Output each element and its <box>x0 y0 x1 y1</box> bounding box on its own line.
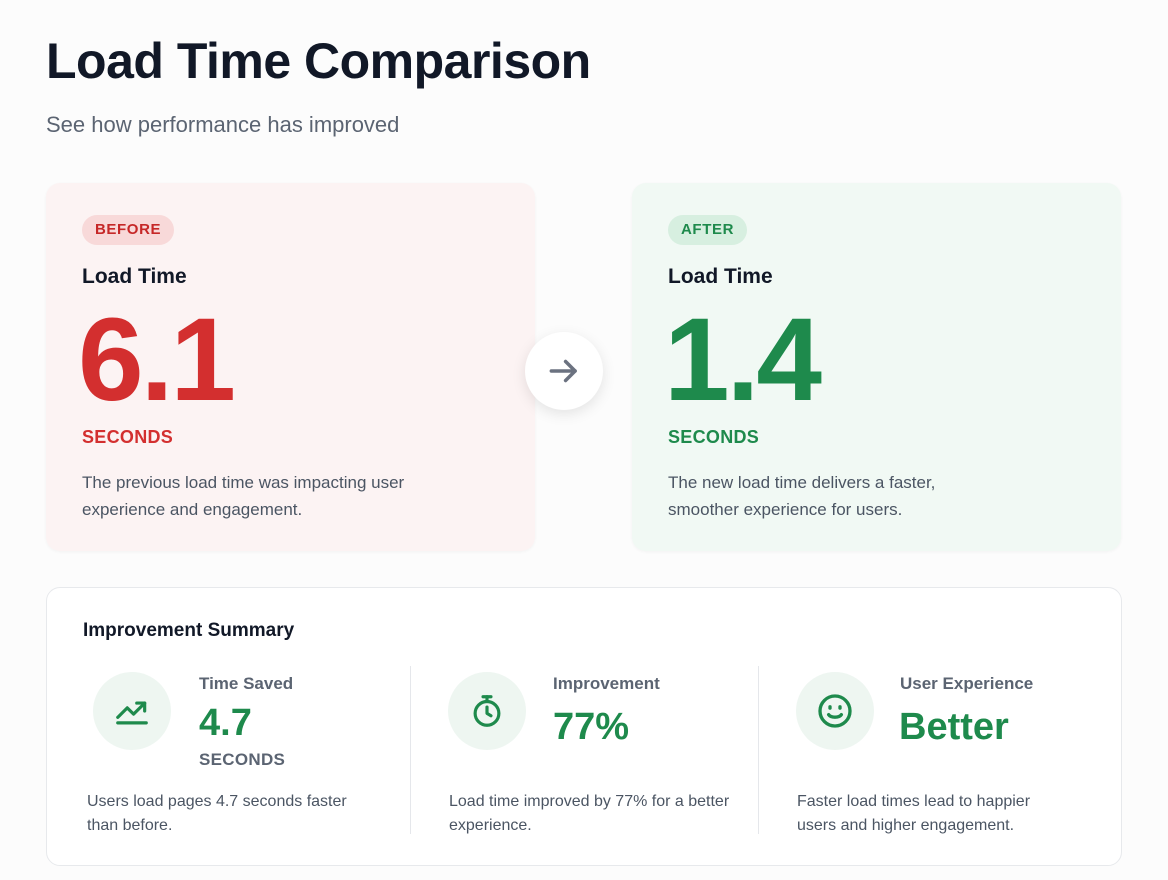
summary-divider <box>758 666 759 834</box>
after-value: 1.4 <box>664 294 822 426</box>
metric-label: Improvement <box>553 674 660 693</box>
after-label: Load Time <box>668 265 773 288</box>
before-label: Load Time <box>82 265 187 288</box>
improvement-summary-panel: Improvement Summary Time Saved 4.7 SECON… <box>46 587 1122 866</box>
page-subtitle: See how performance has improved <box>46 112 400 137</box>
metric-icon-circle <box>796 672 874 750</box>
metric-value: 4.7 <box>199 702 252 744</box>
trending-up-icon <box>116 701 148 725</box>
summary-divider <box>410 666 411 834</box>
summary-title: Improvement Summary <box>83 620 295 641</box>
before-card: BEFORE Load Time 6.1 SECONDS The previou… <box>46 183 535 551</box>
before-description: The previous load time was impacting use… <box>82 473 405 519</box>
metric-value: 77% <box>553 706 630 748</box>
after-card: AFTER Load Time 1.4 SECONDS The new load… <box>632 183 1121 551</box>
metric-icon-circle <box>448 672 526 750</box>
after-badge: AFTER <box>668 215 747 245</box>
after-unit: SECONDS <box>668 427 760 447</box>
metric-description: Faster load times lead to happier users … <box>797 793 1031 834</box>
before-badge: BEFORE <box>82 215 175 245</box>
smiley-icon <box>818 694 852 728</box>
metric-description: Load time improved by 77% for a better e… <box>449 793 730 834</box>
transition-arrow <box>525 332 603 410</box>
metric-icon-circle <box>93 672 171 750</box>
metric-unit: SECONDS <box>199 750 286 769</box>
metric-label: Time Saved <box>199 674 294 693</box>
metric-value: Better <box>899 706 1009 748</box>
metric-description: Users load pages 4.7 seconds faster than… <box>87 793 347 834</box>
after-description: The new load time delivers a faster, smo… <box>668 473 936 519</box>
page-title: Load Time Comparison <box>46 33 591 89</box>
stopwatch-icon <box>473 695 501 727</box>
metric-label: User Experience <box>900 674 1034 693</box>
before-value: 6.1 <box>78 294 236 426</box>
before-unit: SECONDS <box>82 427 174 447</box>
arrow-right-icon <box>549 359 577 383</box>
